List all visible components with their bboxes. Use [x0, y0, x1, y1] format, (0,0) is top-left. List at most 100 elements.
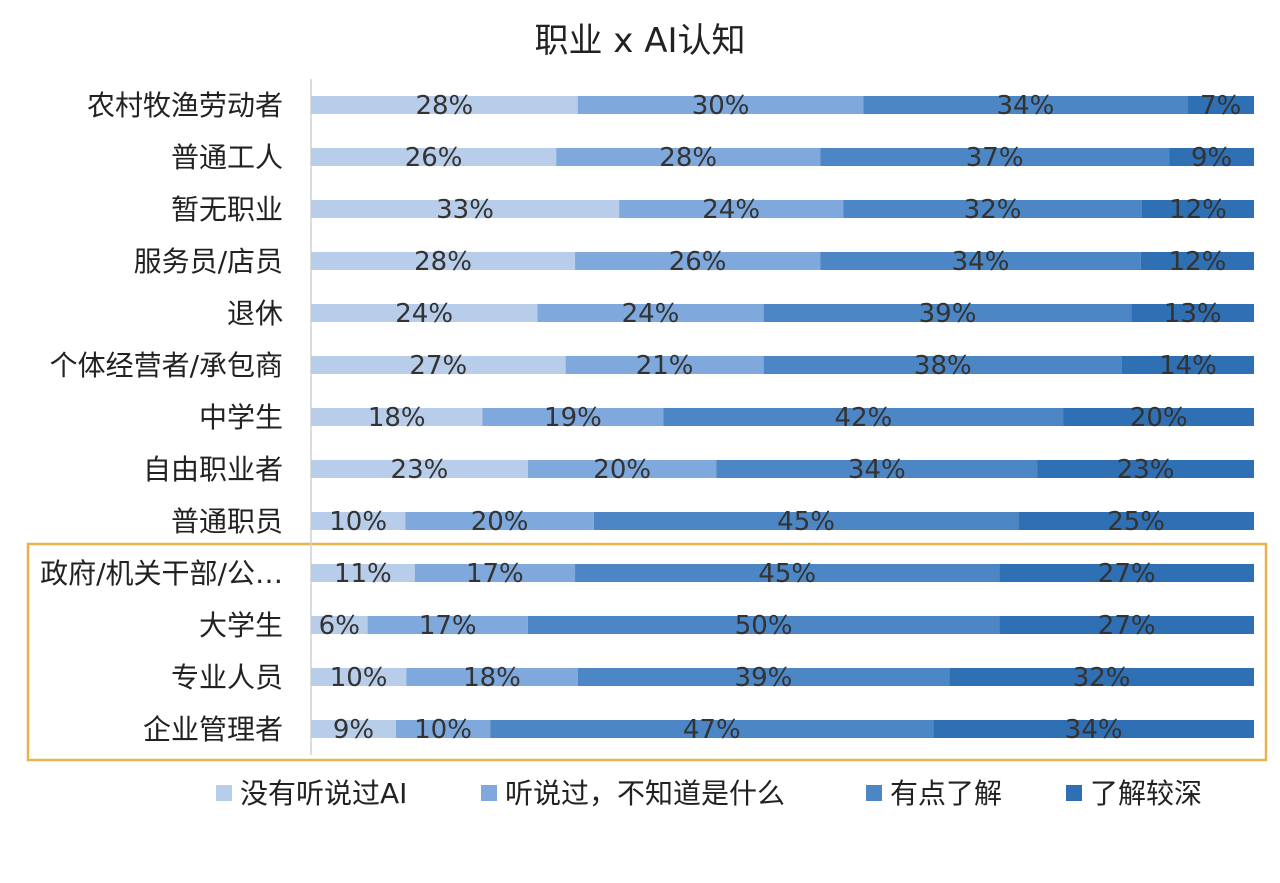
category-labels: 农村牧渔劳动者普通工人暂无职业服务员/店员退休个体经营者/承包商中学生自由职业者… [40, 89, 283, 746]
data-label: 24% [622, 299, 680, 329]
data-labels: 28% 30% 34% 7% 26% 28% 37% 9% 33% 24% 32% 12% 28% 26%… [319, 91, 1242, 745]
data-label: 10% [330, 663, 388, 693]
bar-segment [575, 252, 821, 270]
legend-swatch [1066, 785, 1082, 801]
category-label: 中学生 [199, 401, 283, 434]
data-label: 20% [1130, 403, 1188, 433]
data-label: 38% [914, 351, 972, 381]
bar-segment [1141, 200, 1254, 218]
data-label: 20% [593, 455, 651, 485]
data-label: 34% [1065, 715, 1123, 745]
data-label: 12% [1169, 247, 1227, 277]
bar-segment [575, 564, 1000, 582]
data-label: 14% [1159, 351, 1217, 381]
data-label: 10% [329, 507, 387, 537]
bar-segment [593, 512, 1019, 530]
data-label: 17% [419, 611, 477, 641]
bar-segment [311, 96, 578, 114]
data-label: 37% [966, 143, 1024, 173]
bar-segment [405, 512, 594, 530]
legend-swatch [481, 785, 497, 801]
data-label: 34% [848, 455, 906, 485]
bar-segment [999, 616, 1254, 634]
category-label: 大学生 [199, 609, 283, 642]
bar-segment [1063, 408, 1254, 426]
data-label: 28% [415, 91, 473, 121]
data-label: 18% [463, 663, 521, 693]
bar-segment [820, 148, 1170, 166]
bar-segment [311, 460, 528, 478]
category-label: 个体经营者/承包商 [50, 349, 283, 382]
data-label: 24% [395, 299, 453, 329]
data-label: 12% [1169, 195, 1227, 225]
data-label: 26% [405, 143, 463, 173]
data-label: 6% [319, 611, 360, 641]
bar-segment [311, 252, 576, 270]
bar-segment [311, 200, 620, 218]
bar-segment [1187, 96, 1254, 114]
bar-segment [527, 616, 1000, 634]
data-label: 24% [702, 195, 760, 225]
bar-segment [1140, 252, 1254, 270]
bar-segment [311, 668, 407, 686]
category-label: 服务员/店员 [134, 245, 283, 278]
bar-segment [311, 148, 557, 166]
bar-segment [1121, 356, 1254, 374]
bar-segment [577, 668, 950, 686]
bar-segment [537, 304, 764, 322]
category-label: 政府/机关干部/公… [40, 557, 283, 590]
data-label: 32% [964, 195, 1022, 225]
legend-label: 没有听说过AI [240, 777, 407, 810]
category-label: 暂无职业 [171, 193, 283, 226]
data-label: 23% [1117, 455, 1175, 485]
bar-segment [999, 564, 1254, 582]
bar-segment [311, 564, 415, 582]
bar-segment [311, 512, 406, 530]
category-label: 专业人员 [171, 661, 283, 694]
data-label: 45% [758, 559, 816, 589]
highlight-box [26, 542, 1268, 762]
data-label: 42% [835, 403, 893, 433]
bar-segment [311, 304, 538, 322]
legend: 没有听说过AI 听说过，不知道是什么 有点了解 了解较深 [216, 777, 1202, 810]
bar-segment [311, 356, 566, 374]
data-label: 25% [1107, 507, 1165, 537]
data-label: 28% [414, 247, 472, 277]
data-label: 45% [777, 507, 835, 537]
data-label: 30% [692, 91, 750, 121]
category-label: 农村牧渔劳动者 [87, 89, 283, 122]
bar-segment [1131, 304, 1254, 322]
data-label: 33% [436, 195, 494, 225]
data-label: 27% [1098, 611, 1156, 641]
bar-segment [490, 720, 934, 738]
bar-segment [663, 408, 1064, 426]
bar-segment [949, 668, 1254, 686]
bars [311, 96, 1254, 738]
data-label: 27% [1098, 559, 1156, 589]
data-label: 28% [659, 143, 717, 173]
bar-segment [414, 564, 576, 582]
bar-segment [619, 200, 844, 218]
data-label: 17% [466, 559, 524, 589]
data-label: 9% [333, 715, 374, 745]
data-label: 26% [669, 247, 727, 277]
bar-segment [311, 720, 396, 738]
legend-label: 听说过，不知道是什么 [505, 777, 785, 810]
data-label: 23% [391, 455, 449, 485]
category-label: 自由职业者 [143, 453, 283, 486]
bar-segment [482, 408, 664, 426]
bar-segment [556, 148, 821, 166]
data-label: 20% [471, 507, 529, 537]
bar-segment [1037, 460, 1254, 478]
data-label: 10% [414, 715, 472, 745]
data-label: 18% [368, 403, 426, 433]
bar-segment [1018, 512, 1254, 530]
category-label: 企业管理者 [143, 713, 283, 746]
bar-segment [395, 720, 491, 738]
data-label: 47% [683, 715, 741, 745]
bar-segment [367, 616, 528, 634]
legend-label: 了解较深 [1090, 777, 1202, 810]
bar-segment [527, 460, 717, 478]
bar-segment [763, 356, 1122, 374]
